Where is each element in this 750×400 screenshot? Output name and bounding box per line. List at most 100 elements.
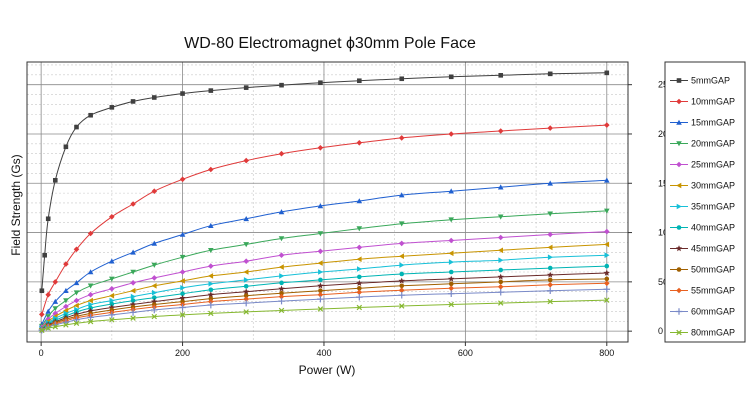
data-point-60mmgap (603, 285, 611, 293)
data-point-35mmgap (152, 289, 158, 296)
data-point-60mmgap (87, 314, 94, 321)
data-point-80mmgap (498, 300, 504, 306)
legend-label-40mmgap: 40mmGAP (691, 223, 735, 233)
data-point-10mmgap (208, 166, 214, 173)
data-point-10mmgap (448, 131, 454, 137)
data-point-20mmgap (109, 276, 115, 282)
legend-item-20mmgap: 20mmGAP (670, 139, 735, 149)
legend-label-20mmgap: 20mmGAP (691, 139, 735, 149)
data-point-80mmgap (87, 318, 94, 325)
data-point-25mmgap (87, 291, 94, 298)
data-point-35mmgap (318, 269, 324, 275)
data-point-40mmgap (604, 263, 610, 269)
data-point-35mmgap (399, 262, 405, 268)
data-point-20mmgap (87, 283, 94, 289)
data-point-15mmgap (547, 180, 553, 186)
data-point-10mmgap (87, 230, 94, 237)
data-point-40mmgap (243, 283, 249, 289)
series-15mmgap (39, 177, 610, 327)
data-point-20mmgap (179, 254, 186, 260)
data-point-5mmgap (399, 76, 405, 82)
data-point-5mmgap (279, 82, 284, 88)
legend-label-45mmgap: 45mmGAP (691, 244, 735, 254)
data-point-50mmgap (448, 281, 454, 287)
data-point-5mmgap (498, 73, 504, 78)
legend-label-25mmgap: 25mmGAP (691, 160, 735, 170)
data-point-5mmgap (357, 78, 362, 84)
series-25mmgap (39, 228, 610, 330)
data-point-15mmgap (356, 198, 363, 204)
data-point-35mmgap (498, 257, 504, 263)
data-point-25mmgap (45, 316, 51, 323)
data-point-30mmgap (278, 264, 284, 270)
data-point-35mmgap (357, 266, 363, 272)
data-point-10mmgap (45, 291, 51, 298)
data-point-50mmgap (604, 276, 610, 282)
data-point-10mmgap (243, 157, 249, 164)
data-point-80mmgap (52, 323, 59, 330)
data-point-20mmgap (130, 269, 136, 275)
data-point-5mmgap (180, 91, 185, 96)
data-point-5mmgap (243, 85, 249, 90)
data-point-60mmgap (278, 297, 285, 305)
data-point-20mmgap (151, 262, 158, 268)
data-point-50mmgap (498, 279, 504, 285)
data-point-80mmgap (73, 320, 80, 326)
data-point-55mmgap (243, 296, 249, 302)
data-point-20mmgap (243, 242, 249, 248)
data-point-30mmgap (497, 247, 503, 254)
data-point-5mmgap (547, 71, 553, 77)
data-point-30mmgap (63, 307, 69, 314)
data-point-5mmgap (88, 112, 93, 118)
legend-item-15mmgap: 15mmGAP (670, 118, 735, 128)
legend-item-25mmgap: 25mmGAP (670, 160, 735, 170)
data-point-80mmgap (317, 306, 324, 312)
data-point-10mmgap (130, 201, 136, 207)
series-40mmgap (39, 263, 610, 332)
data-point-5mmgap (318, 80, 323, 86)
data-point-20mmgap (63, 298, 69, 304)
data-point-60mmgap (356, 293, 363, 301)
data-point-20mmgap (398, 221, 405, 227)
data-point-55mmgap (547, 282, 553, 288)
data-point-25mmgap (497, 234, 504, 241)
data-point-35mmgap (604, 252, 610, 258)
legend-marker-55mmgap (676, 287, 682, 294)
data-point-45mmgap (398, 277, 405, 284)
data-point-60mmgap (317, 295, 324, 303)
data-point-10mmgap (52, 279, 59, 285)
legend-item-30mmgap: 30mmGAP (670, 181, 735, 191)
legend: 5mmGAP 10mmGAP 15mmGAP 20mmGAP 25mmGAP 30mmGA… (670, 76, 735, 338)
data-point-60mmgap (447, 290, 455, 297)
legend-item-35mmgap: 35mmGAP (670, 202, 735, 212)
data-point-15mmgap (208, 222, 214, 228)
data-point-45mmgap (179, 294, 186, 301)
data-point-5mmgap (39, 288, 45, 294)
data-point-40mmgap (399, 271, 405, 277)
data-point-25mmgap (151, 275, 158, 281)
data-point-25mmgap (356, 244, 363, 251)
data-point-25mmgap (243, 258, 249, 264)
data-point-40mmgap (357, 274, 362, 280)
data-point-45mmgap (448, 275, 455, 282)
data-point-80mmgap (547, 298, 553, 305)
data-point-60mmgap (73, 316, 80, 324)
data-point-35mmgap (279, 273, 285, 279)
data-point-15mmgap (497, 184, 504, 190)
grid (27, 62, 628, 342)
data-point-60mmgap (129, 309, 137, 316)
data-point-15mmgap (448, 188, 454, 194)
data-point-35mmgap (547, 254, 553, 260)
data-point-10mmgap (356, 140, 363, 146)
data-point-25mmgap (317, 248, 324, 255)
data-point-80mmgap (130, 315, 136, 321)
data-point-5mmgap (42, 252, 47, 258)
data-point-30mmgap (398, 253, 404, 259)
legend-marker-20mmgap (676, 141, 682, 147)
data-point-80mmgap (208, 310, 214, 317)
data-point-50mmgap (318, 288, 323, 294)
legend-item-50mmgap: 50mmGAP (670, 265, 735, 275)
data-point-5mmgap (63, 144, 69, 150)
legend-marker-30mmgap (676, 182, 682, 189)
